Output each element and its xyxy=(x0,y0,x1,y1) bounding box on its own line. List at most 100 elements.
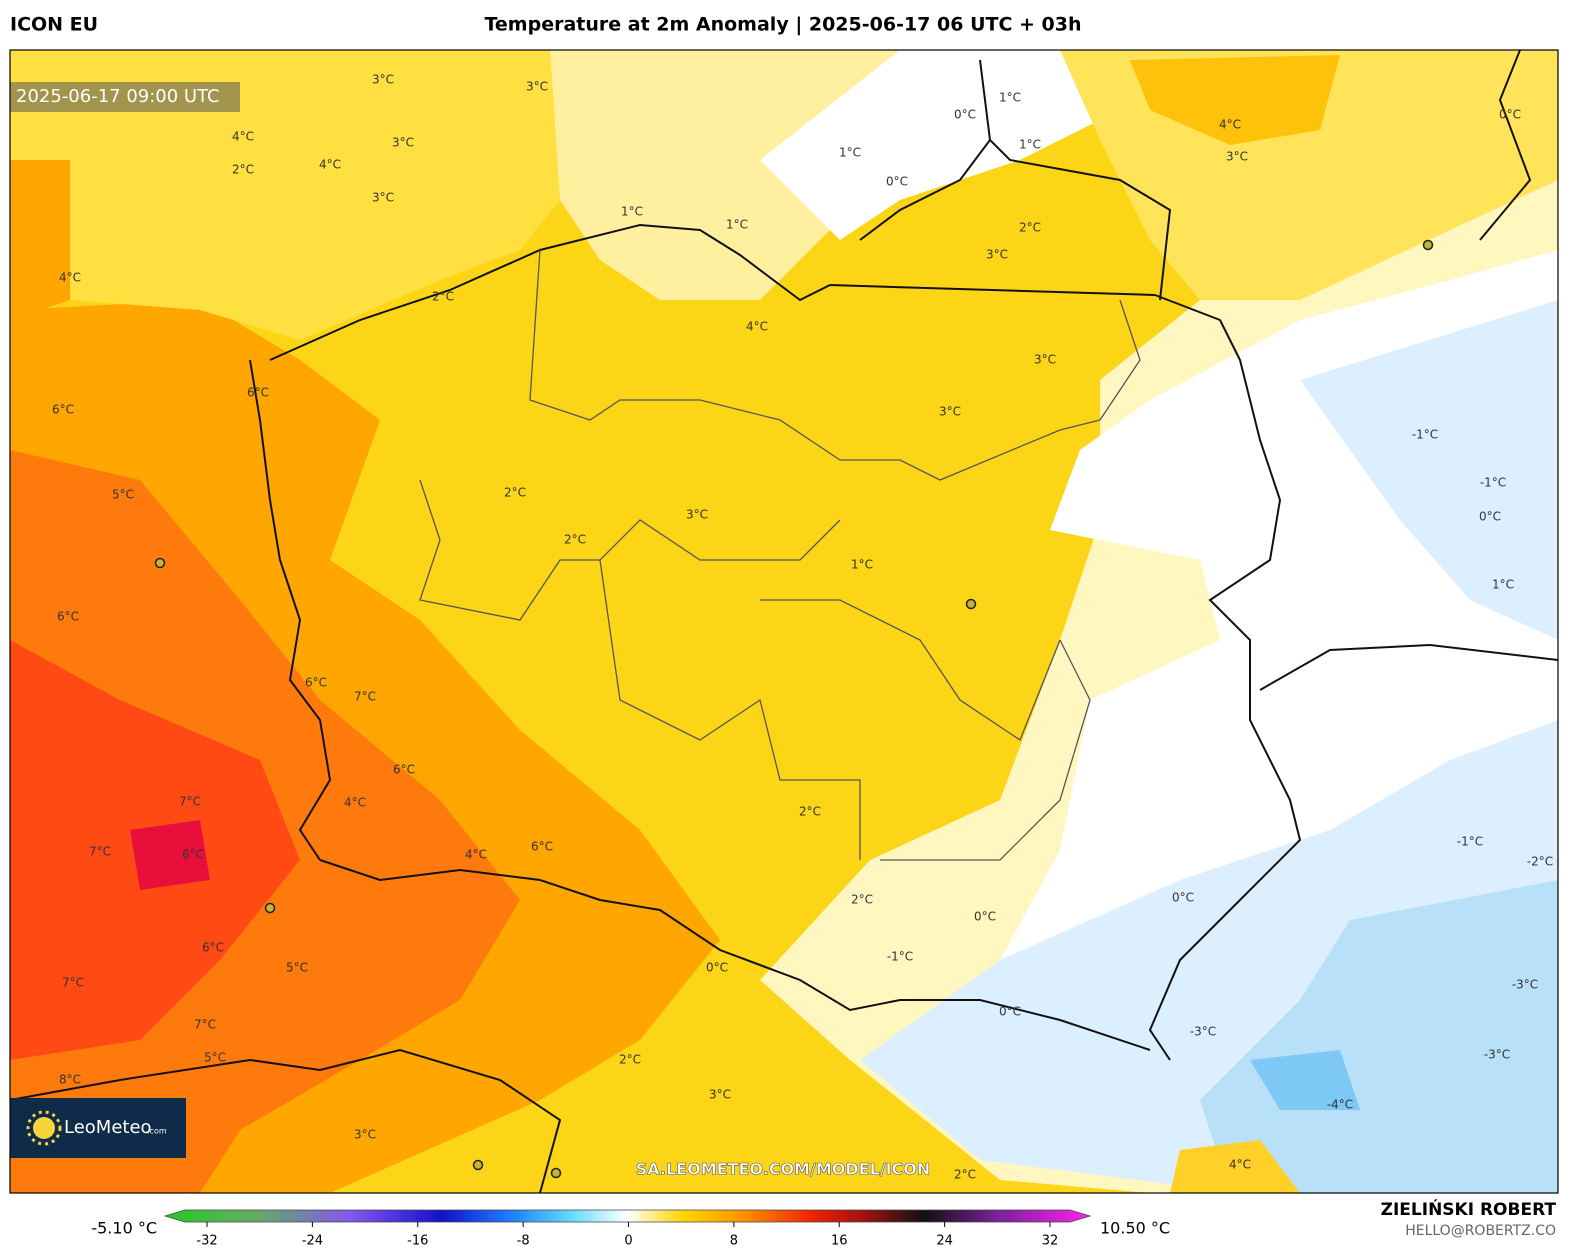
contour-label: 3°C xyxy=(686,508,708,522)
colorbar-tick-label: 8 xyxy=(730,1234,738,1249)
contour-label: 4°C xyxy=(746,320,768,334)
borders xyxy=(10,50,1558,1193)
colorbar xyxy=(163,1209,1092,1223)
contour-label: -1°C xyxy=(1480,476,1506,490)
contour-label: 3°C xyxy=(354,1128,376,1142)
contour-labels: 3°C 3°C 3°C 4°C 2°C 4°C 3°C 4°C 2°C 1°C 1°C 4°C 0°C 1… xyxy=(52,73,1553,1182)
map-title: Temperature at 2m Anomaly | 2025-06-17 0… xyxy=(484,14,1081,36)
author: ZIELIŃSKI ROBERT xyxy=(1381,1198,1557,1220)
contour-label: 4°C xyxy=(232,130,254,144)
contour-label: 7°C xyxy=(62,976,84,990)
contour-label: -4°C xyxy=(1327,1098,1353,1112)
contour-label: 4°C xyxy=(344,796,366,810)
contour-label: 1°C xyxy=(839,146,861,160)
contour-label: 4°C xyxy=(1229,1158,1251,1172)
contour-label: 0°C xyxy=(1479,510,1501,524)
contour-label: -3°C xyxy=(1512,978,1538,992)
contour-label: 6°C xyxy=(393,763,415,777)
contour-label: 2°C xyxy=(619,1053,641,1067)
field-warm-ne xyxy=(1130,55,1340,145)
field-colder xyxy=(1250,1050,1360,1110)
contour-label: 2°C xyxy=(432,290,454,304)
contour-label: 2°C xyxy=(851,893,873,907)
contour-label: 6°C xyxy=(52,403,74,417)
contour-label: -3°C xyxy=(1484,1048,1510,1062)
colorbar-max: 10.50 °C xyxy=(1100,1219,1170,1238)
colorbar-tick-label: -8 xyxy=(517,1234,530,1249)
colorbar-tick-label: -32 xyxy=(196,1234,217,1249)
contour-label: 4°C xyxy=(1219,118,1241,132)
map: 3°C 3°C 3°C 4°C 2°C 4°C 3°C 4°C 2°C 1°C 1°C 4°C 0°C 1… xyxy=(10,50,1558,1193)
cities xyxy=(154,239,1434,1179)
time-box xyxy=(10,82,240,112)
contour-label: -1°C xyxy=(887,950,913,964)
contour-label: 4°C xyxy=(319,158,341,172)
colorbar-tick-label: 0 xyxy=(624,1234,632,1249)
contour-label: 7°C xyxy=(194,1018,216,1032)
colorbar-tick-label: 32 xyxy=(1042,1234,1059,1249)
contour-label: 6°C xyxy=(305,676,327,690)
contour-label: 1°C xyxy=(1492,578,1514,592)
contour-label: 8°C xyxy=(59,1073,81,1087)
contour-label: 1°C xyxy=(851,558,873,572)
contour-label: 1°C xyxy=(726,218,748,232)
field-yellow-ne xyxy=(1060,50,1558,360)
contour-label: 0°C xyxy=(886,175,908,189)
contour-label: 2°C xyxy=(954,1168,976,1182)
field-sea xyxy=(10,50,560,340)
contour-label: 5°C xyxy=(286,961,308,975)
model-name: ICON EU xyxy=(10,14,98,36)
contour-label: 5°C xyxy=(204,1051,226,1065)
contour-label: 0°C xyxy=(954,108,976,122)
contour-label: 2°C xyxy=(504,486,526,500)
contour-label: 6°C xyxy=(182,848,204,862)
contour-label: 6°C xyxy=(57,610,79,624)
logo-rays xyxy=(26,1110,62,1146)
colorbar-tick-label: 16 xyxy=(831,1234,848,1249)
contour-label: 0°C xyxy=(1172,891,1194,905)
email: HELLO@ROBERTZ.CO xyxy=(1405,1223,1556,1239)
contour-label: 3°C xyxy=(392,136,414,150)
colorbar-min: -5.10 °C xyxy=(91,1219,157,1238)
contour-label: 3°C xyxy=(1226,150,1248,164)
contour-label: 0°C xyxy=(999,1005,1021,1019)
field-light xyxy=(550,50,900,300)
field-white xyxy=(760,50,1100,240)
field-hot xyxy=(130,820,210,890)
colorbar-tick-label: -16 xyxy=(407,1234,428,1249)
contour-label: 2°C xyxy=(232,163,254,177)
contour-label: 3°C xyxy=(1034,353,1056,367)
contour-label: 6°C xyxy=(247,386,269,400)
logo-name: LeoMeteo xyxy=(64,1117,152,1138)
field-denmark xyxy=(10,160,70,320)
contour-label: 6°C xyxy=(531,840,553,854)
valid-time: 2025-06-17 09:00 UTC xyxy=(16,86,220,107)
contour-label: 0°C xyxy=(706,961,728,975)
contour-label: 2°C xyxy=(564,533,586,547)
contour-label: 0°C xyxy=(1499,108,1521,122)
watermark: SA.LEOMETEO.COM/MODEL/ICON xyxy=(636,1160,931,1179)
colorbar-ticks: -32 -24 -16 -8 0 8 16 24 32 xyxy=(196,1222,1058,1249)
map-frame xyxy=(9,49,1559,1194)
field-cold xyxy=(1200,880,1558,1193)
contour-label: -1°C xyxy=(1457,835,1483,849)
contour-label: 1°C xyxy=(621,205,643,219)
colorbar-tick-label: 24 xyxy=(936,1234,953,1249)
contour-label: 3°C xyxy=(372,191,394,205)
logo-suffix: .com xyxy=(147,1127,167,1136)
contour-label: 3°C xyxy=(372,73,394,87)
contour-label: 1°C xyxy=(999,91,1021,105)
contour-label: 2°C xyxy=(799,805,821,819)
contour-label: 4°C xyxy=(465,848,487,862)
colorbar-tick-label: -24 xyxy=(302,1234,323,1249)
contour-label: 5°C xyxy=(112,488,134,502)
contour-label: 7°C xyxy=(89,845,111,859)
contour-label: -2°C xyxy=(1527,855,1553,869)
contour-label: 1°C xyxy=(1019,138,1041,152)
contour-label: 3°C xyxy=(986,248,1008,262)
contour-label: 4°C xyxy=(59,271,81,285)
contour-label: 3°C xyxy=(939,405,961,419)
contour-label: 6°C xyxy=(202,941,224,955)
